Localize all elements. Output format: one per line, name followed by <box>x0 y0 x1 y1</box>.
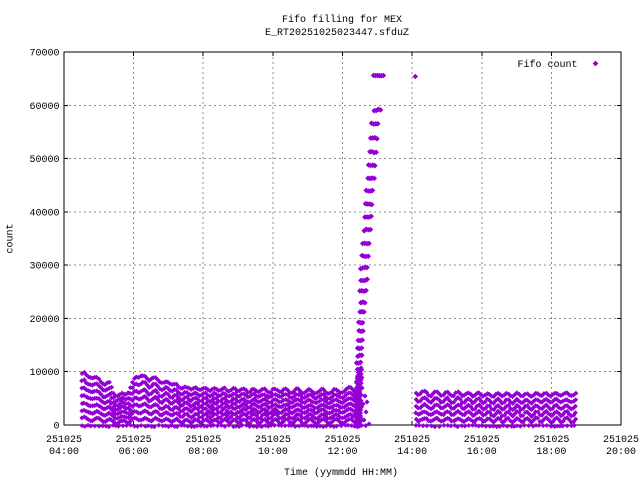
svg-text:04:00: 04:00 <box>49 447 79 458</box>
svg-text:18:00: 18:00 <box>536 447 566 458</box>
svg-text:40000: 40000 <box>29 208 59 219</box>
svg-text:50000: 50000 <box>29 155 59 166</box>
svg-text:count: count <box>5 223 16 253</box>
svg-text:251025: 251025 <box>185 435 221 446</box>
svg-text:251025: 251025 <box>464 435 500 446</box>
svg-text:251025: 251025 <box>255 435 291 446</box>
svg-text:70000: 70000 <box>29 49 59 60</box>
svg-text:E_RT20251025023447.sfduZ: E_RT20251025023447.sfduZ <box>265 27 409 39</box>
svg-text:Fifo count: Fifo count <box>517 59 577 71</box>
svg-text:251025: 251025 <box>603 435 639 446</box>
svg-text:30000: 30000 <box>29 262 59 273</box>
svg-text:12:00: 12:00 <box>327 447 357 458</box>
svg-text:60000: 60000 <box>29 102 59 113</box>
svg-text:251025: 251025 <box>46 435 82 446</box>
svg-text:06:00: 06:00 <box>119 447 149 458</box>
svg-text:08:00: 08:00 <box>188 447 218 458</box>
svg-text:10:00: 10:00 <box>258 447 288 458</box>
svg-text:251025: 251025 <box>324 435 360 446</box>
svg-text:20000: 20000 <box>29 315 59 326</box>
svg-text:10000: 10000 <box>29 368 59 379</box>
svg-text:251025: 251025 <box>394 435 430 446</box>
svg-text:14:00: 14:00 <box>397 447 427 458</box>
svg-text:251025: 251025 <box>116 435 152 446</box>
svg-text:Fifo filling for MEX: Fifo filling for MEX <box>282 14 402 26</box>
svg-text:16:00: 16:00 <box>467 447 497 458</box>
svg-text:20:00: 20:00 <box>606 447 636 458</box>
svg-text:0: 0 <box>53 422 59 433</box>
svg-text:Time (yymmdd HH:MM): Time (yymmdd HH:MM) <box>284 467 398 479</box>
svg-text:251025: 251025 <box>533 435 569 446</box>
